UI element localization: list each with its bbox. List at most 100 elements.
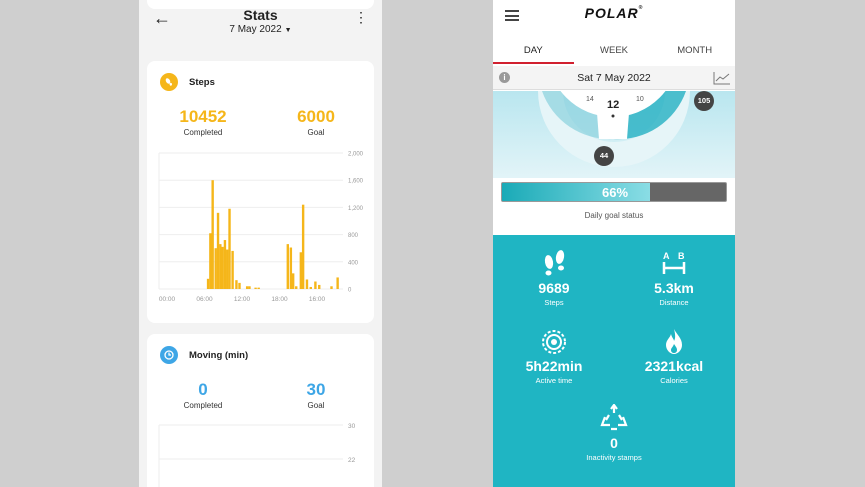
date-selector[interactable]: 7 May 2022 ▼	[139, 24, 382, 35]
steps-completed: 10452 Completed	[163, 107, 243, 137]
chart-bar	[214, 248, 217, 289]
daily-goal-progress-bar: 66%	[501, 182, 727, 202]
more-options-icon[interactable]: ⋮	[354, 9, 368, 25]
steps-label: Steps	[544, 298, 564, 307]
moving-chart: 30 22	[158, 423, 356, 487]
caret-down-icon: ▼	[284, 27, 292, 34]
chart-bar	[206, 278, 210, 289]
chart-bar	[254, 287, 257, 289]
distance-label: Distance	[659, 298, 689, 307]
flame-icon	[619, 327, 729, 355]
chart-x-tick-label: 16:00	[309, 296, 326, 303]
dial-center-dot	[611, 114, 615, 118]
metric-distance[interactable]: A B 5.3km Distance	[619, 249, 729, 307]
chart-bar	[219, 244, 222, 289]
moving-goal: 30 Goal	[276, 380, 356, 410]
back-arrow-icon[interactable]: ←	[153, 8, 171, 28]
tab-day[interactable]: DAY	[493, 36, 574, 64]
info-icon[interactable]: i	[499, 72, 510, 83]
steps-goal-label: Goal	[307, 128, 325, 137]
chart-bar	[228, 208, 231, 289]
chart-y-tick-label: 800	[348, 233, 359, 239]
chart-bar	[301, 204, 305, 289]
metric-inactivity[interactable]: 0 Inactivity stamps	[559, 404, 669, 462]
calories-label: Calories	[660, 376, 688, 385]
chart-bar	[299, 252, 303, 289]
chart-bar	[235, 280, 238, 289]
chart-bar	[286, 244, 289, 289]
moving-goal-label: Goal	[307, 401, 325, 410]
metric-active-time[interactable]: 5h22min Active time	[499, 327, 609, 385]
daily-goal-progress-fill	[502, 183, 650, 201]
chart-bar	[245, 286, 249, 289]
trend-chart-icon[interactable]	[713, 71, 731, 85]
day-label: Sat 7 May 2022	[577, 72, 651, 84]
chart-bar	[314, 281, 317, 289]
dial-hour-main: 12	[607, 99, 619, 111]
chart-x-tick-label: 06:00	[196, 296, 213, 303]
steps-card: Steps 10452 Completed 6000 Goal 0 400 800 1…	[147, 61, 374, 323]
moving-goal-value: 30	[306, 380, 326, 399]
tab-month[interactable]: MONTH	[677, 45, 713, 56]
chart-y-tick-label: 0	[348, 288, 352, 294]
svg-text:A: A	[663, 251, 670, 261]
page-title: Stats	[243, 7, 278, 23]
active-time-icon	[499, 327, 609, 355]
daily-goal-label: Daily goal status	[584, 211, 644, 220]
dial-badge-bottom: 44	[594, 146, 614, 166]
polar-app-screen: POLAR® DAY WEEK MONTH i Sat 7 May 2022 1…	[493, 0, 735, 487]
dial-hour-right: 10	[636, 96, 644, 103]
moving-y-tick: 22	[348, 457, 356, 464]
moving-card: Moving (min) 0 Completed 30 Goal 30 22	[147, 334, 374, 487]
moving-card-header: Moving (min)	[160, 346, 248, 364]
chart-bar	[221, 246, 224, 289]
chart-bar	[248, 286, 251, 289]
chart-y-tick-label: 2,000	[348, 152, 364, 158]
chart-bar	[305, 279, 309, 289]
metric-calories[interactable]: 2321kcal Calories	[619, 327, 729, 385]
chart-bar	[238, 282, 241, 289]
chart-bar	[231, 250, 234, 289]
steps-completed-label: Completed	[183, 128, 223, 137]
calories-value: 2321kcal	[644, 358, 704, 374]
steps-card-title: Steps	[189, 76, 215, 88]
moving-y-tick: 30	[348, 423, 356, 430]
moving-completed-value: 0	[198, 380, 208, 399]
chart-bar	[295, 286, 298, 289]
active-time-value: 5h22min	[525, 358, 583, 374]
steps-goal: 6000 Goal	[276, 107, 356, 137]
metric-steps[interactable]: 9689 Steps	[499, 249, 609, 307]
chart-bar	[318, 284, 321, 289]
chart-bar	[257, 287, 260, 289]
chart-x-tick-label: 00:00	[159, 296, 176, 303]
footprint-icon	[160, 73, 178, 91]
moving-completed-label: Completed	[183, 401, 223, 410]
previous-card-edge	[147, 0, 374, 9]
chart-bar	[291, 273, 295, 289]
menu-icon[interactable]	[505, 10, 519, 24]
moving-completed: 0 Completed	[163, 380, 243, 410]
chart-bar	[223, 240, 227, 289]
distance-value: 5.3km	[654, 280, 694, 296]
tab-week[interactable]: WEEK	[600, 45, 628, 56]
footsteps-icon	[499, 249, 609, 277]
chart-y-tick-label: 1,200	[348, 206, 364, 212]
polar-logo: POLAR®	[584, 5, 644, 21]
dial-hour-left: 14	[586, 96, 594, 103]
distance-icon: A B	[619, 249, 729, 277]
chart-x-tick-label: 18:00	[271, 296, 288, 303]
chart-y-tick-label: 400	[348, 260, 359, 266]
moving-card-title: Moving (min)	[189, 349, 249, 361]
inactivity-label: Inactivity stamps	[586, 453, 642, 462]
chart-bar	[309, 286, 312, 289]
active-time-label: Active time	[535, 376, 573, 385]
activity-clock-dial: 14 10 12	[538, 91, 690, 167]
chart-y-tick-label: 1,600	[348, 179, 364, 185]
steps-bar-chart: 0 400 800 1,200 1,600 2,000 00:00 06:00 12:00 18:…	[158, 152, 364, 303]
steps-value: 9689	[538, 280, 570, 296]
recycle-arrows-icon	[559, 404, 669, 432]
period-tabs: DAY WEEK MONTH	[493, 36, 735, 64]
chart-bar	[330, 286, 333, 289]
steps-card-header: Steps	[160, 73, 215, 91]
stats-screen: ← Stats 7 May 2022 ▼ ⋮ Steps 10452 Comple…	[139, 0, 382, 487]
